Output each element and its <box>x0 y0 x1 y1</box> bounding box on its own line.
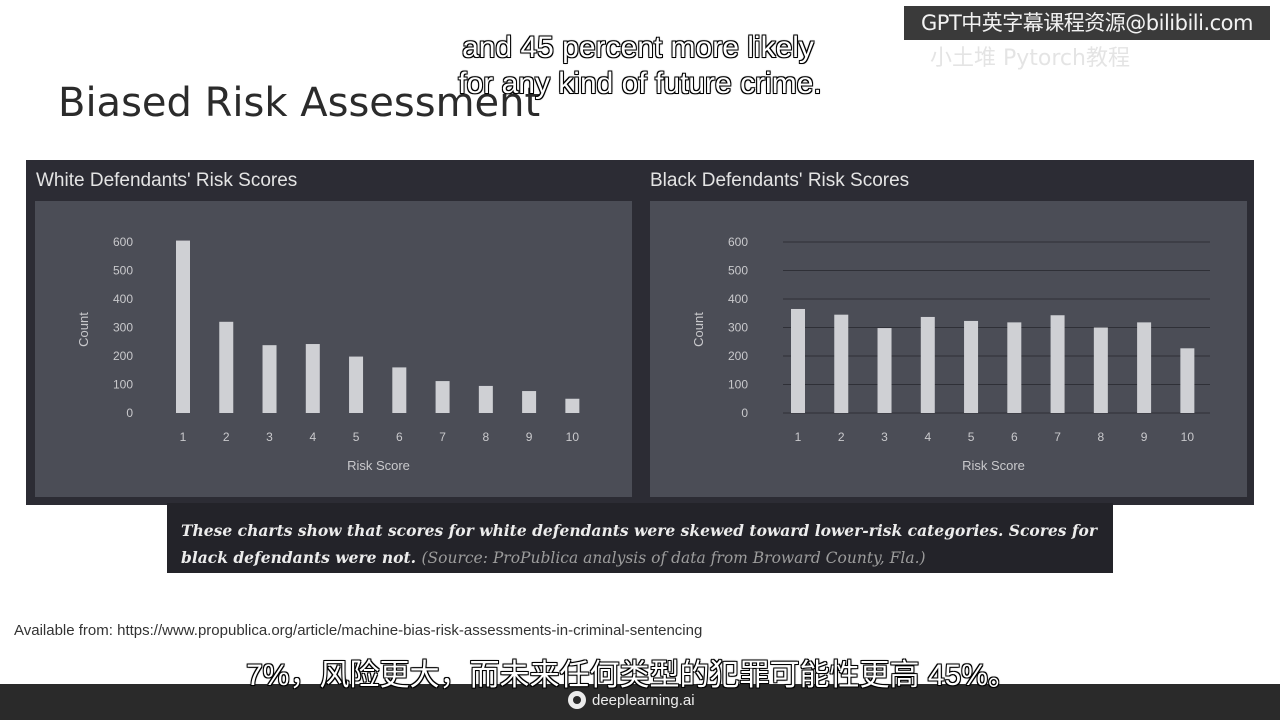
x-tick-label: 2 <box>838 430 845 444</box>
bar-score-5 <box>964 320 979 413</box>
y-tick-label: 100 <box>728 378 748 392</box>
slide-title: Biased Risk Assessment <box>58 80 541 126</box>
x-tick-label: 8 <box>482 430 489 444</box>
caption-box: These charts show that scores for white … <box>167 503 1113 573</box>
x-tick-label: 7 <box>1054 430 1061 444</box>
x-tick-label: 8 <box>1097 430 1104 444</box>
bottom-bar <box>0 684 1280 720</box>
y-tick-label: 300 <box>728 321 748 335</box>
subtitle-zh: 7%，风险更大，而未来任何类型的犯罪可能性更高 45%。 <box>246 658 1019 692</box>
bar-chart-black: 0 100 200 300 400 500 600 1 2 3 4 5 6 7 8 9 10 Risk Score… <box>691 235 1210 473</box>
subtitle-en-line1: and 45 percent more likely <box>461 30 814 64</box>
y-tick-label: 0 <box>741 406 748 420</box>
bar-score-5 <box>349 356 364 413</box>
deeplearning-logo-icon <box>568 691 586 709</box>
caption-text: These charts show that scores for white … <box>181 517 1099 572</box>
bar-score-7 <box>1050 315 1065 413</box>
bar-score-9 <box>1137 322 1152 413</box>
chart-title-black: Black Defendants' Risk Scores <box>650 170 910 191</box>
caption-source: (Source: ProPublica analysis of data fro… <box>421 549 926 567</box>
y-tick-label: 600 <box>113 235 133 249</box>
caption-main: These charts show that scores for white … <box>181 521 1098 567</box>
chart-panel-black: 0 100 200 300 400 500 600 1 2 3 4 5 6 7 8 9 10 Risk Score… <box>650 201 1247 497</box>
y-tick-label: 300 <box>113 321 133 335</box>
bar-score-2 <box>219 321 234 413</box>
x-tick-label: 1 <box>180 430 187 444</box>
x-tick-label: 1 <box>795 430 802 444</box>
y-tick-label: 200 <box>728 349 748 363</box>
bar-score-6 <box>1007 322 1022 413</box>
bar-score-6 <box>392 367 407 413</box>
watermark: GPT中英字幕课程资源@bilibili.com <box>904 6 1270 40</box>
bar-score-3 <box>262 345 277 413</box>
x-tick-label: 10 <box>566 430 580 444</box>
x-tick-label: 2 <box>223 430 230 444</box>
x-tick-label: 10 <box>1181 430 1195 444</box>
x-axis-label: Risk Score <box>962 458 1025 473</box>
brand-name: deeplearning.ai <box>592 691 695 709</box>
bar-score-1 <box>176 240 190 413</box>
x-tick-label: 5 <box>968 430 975 444</box>
y-tick-label: 200 <box>113 349 133 363</box>
bar-score-2 <box>834 314 849 413</box>
bar-score-1 <box>791 308 805 413</box>
bar-score-4 <box>305 344 320 413</box>
x-tick-label: 9 <box>526 430 533 444</box>
bar-score-8 <box>478 385 493 413</box>
bar-score-10 <box>565 398 580 413</box>
y-tick-label: 400 <box>113 292 133 306</box>
bar-score-7 <box>435 381 450 413</box>
x-tick-label: 6 <box>396 430 403 444</box>
y-tick-label: 400 <box>728 292 748 306</box>
x-tick-label: 7 <box>439 430 446 444</box>
watermark-ghost: 小土堆 Pytorch教程 <box>930 46 1130 71</box>
chart-title-white: White Defendants' Risk Scores <box>36 170 298 191</box>
bar-score-10 <box>1180 348 1195 413</box>
x-tick-label: 5 <box>353 430 360 444</box>
x-tick-label: 3 <box>881 430 888 444</box>
y-axis-label: Count <box>76 312 91 347</box>
bar-score-3 <box>877 328 892 413</box>
y-tick-label: 500 <box>113 264 133 278</box>
bar-chart-white: 0 100 200 300 400 500 600 1 2 3 4 5 6 7 8 9 10 Risk Score… <box>76 235 580 473</box>
x-tick-label: 4 <box>309 430 316 444</box>
subtitle-en-line2: for any kind of future crime. <box>458 66 823 100</box>
brand: deeplearning.ai <box>568 691 695 709</box>
y-tick-label: 600 <box>728 235 748 249</box>
y-tick-label: 0 <box>126 406 133 420</box>
bar-score-9 <box>522 391 537 413</box>
x-axis-label: Risk Score <box>347 458 410 473</box>
x-tick-label: 3 <box>266 430 273 444</box>
x-tick-label: 6 <box>1011 430 1018 444</box>
bar-score-4 <box>920 316 935 413</box>
x-tick-label: 4 <box>924 430 931 444</box>
bar-score-8 <box>1093 327 1108 413</box>
y-tick-label: 500 <box>728 264 748 278</box>
source-url: Available from: https://www.propublica.o… <box>14 622 703 639</box>
y-axis-label: Count <box>691 312 706 347</box>
x-tick-label: 9 <box>1141 430 1148 444</box>
chart-panel-white: 0 100 200 300 400 500 600 1 2 3 4 5 6 7 8 9 10 Risk Score… <box>35 201 632 497</box>
y-tick-label: 100 <box>113 378 133 392</box>
